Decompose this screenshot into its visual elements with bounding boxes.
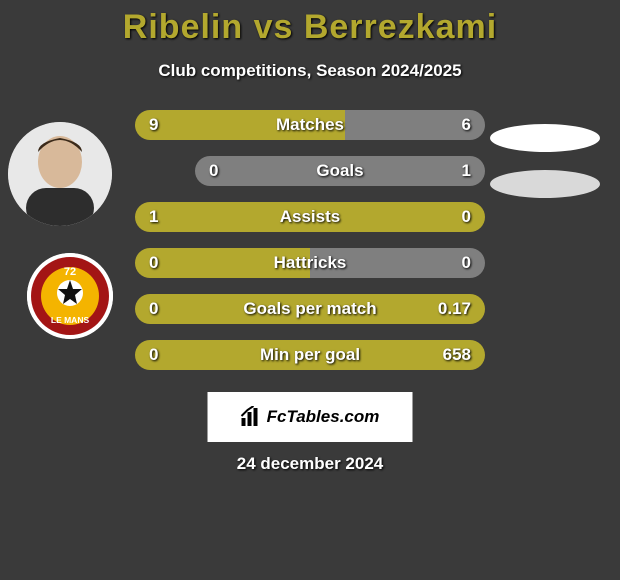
stat-bar: 00.17Goals per match bbox=[135, 294, 485, 324]
stat-label: Hattricks bbox=[135, 248, 485, 278]
stat-row: 00Hattricks bbox=[0, 248, 620, 294]
page-root: Ribelin vs Berrezkami Club competitions,… bbox=[0, 0, 620, 580]
stat-row: 01Goals bbox=[0, 156, 620, 202]
page-title: Ribelin vs Berrezkami bbox=[0, 0, 620, 47]
stat-bar: 0658Min per goal bbox=[135, 340, 485, 370]
stat-bar: 01Goals bbox=[195, 156, 485, 186]
footer-date: 24 december 2024 bbox=[0, 454, 620, 474]
stat-label: Goals per match bbox=[135, 294, 485, 324]
stat-bar: 96Matches bbox=[135, 110, 485, 140]
stat-bar: 10Assists bbox=[135, 202, 485, 232]
stat-label: Min per goal bbox=[135, 340, 485, 370]
stat-label: Goals bbox=[195, 156, 485, 186]
page-subtitle: Club competitions, Season 2024/2025 bbox=[0, 61, 620, 81]
brand-badge[interactable]: FcTables.com bbox=[208, 392, 413, 442]
stat-row: 10Assists bbox=[0, 202, 620, 248]
stat-row: 96Matches bbox=[0, 110, 620, 156]
stat-label: Matches bbox=[135, 110, 485, 140]
bar-chart-icon bbox=[241, 406, 263, 428]
stat-row: 0658Min per goal bbox=[0, 340, 620, 386]
stat-bar: 00Hattricks bbox=[135, 248, 485, 278]
brand-text: FcTables.com bbox=[267, 407, 380, 427]
stat-label: Assists bbox=[135, 202, 485, 232]
stat-row: 00.17Goals per match bbox=[0, 294, 620, 340]
